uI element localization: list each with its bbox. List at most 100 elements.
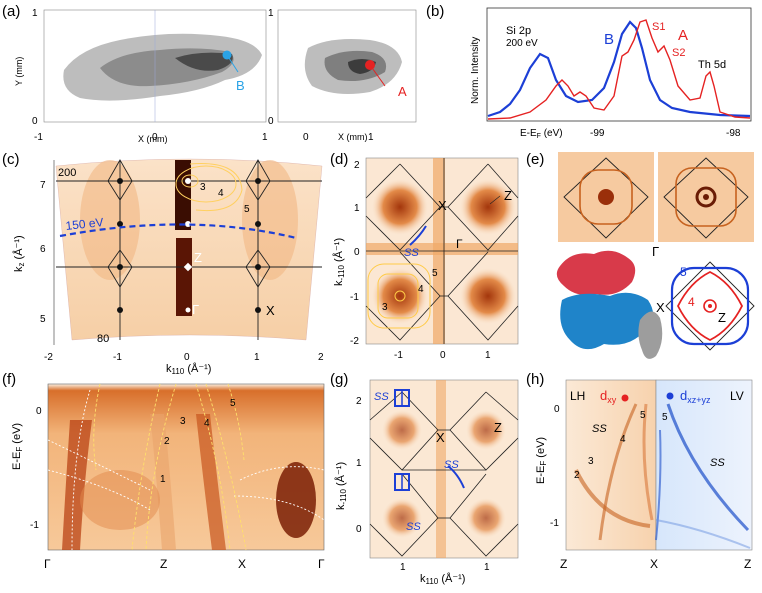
panel-a: (a) B 1 0 -1 0 1 X (mm) Y (mm) (2, 3, 417, 144)
c-pt-gamma: Γ (192, 302, 199, 317)
g-ss-2: SS (444, 459, 459, 471)
panel-label-h: (h) (526, 371, 544, 388)
e-pt-gamma: Γ (652, 244, 659, 259)
a-right-ytick-1: 1 (268, 8, 274, 19)
d-pt-x: X (438, 198, 447, 213)
d-ylabel: k-110 (Å⁻¹) (332, 238, 346, 286)
g-ytick-1: 1 (356, 458, 362, 469)
h-band-5: 5 (640, 410, 646, 421)
b-curve-b-label: B (604, 31, 614, 48)
c-xtick-m2: -2 (44, 352, 53, 363)
panel-g: (g) SS SS SS X Z 2 1 0 1 1 k-110 (Å (330, 371, 519, 586)
panel-label-d: (d) (330, 151, 348, 168)
a-left-ytick-1: 1 (32, 8, 38, 19)
f-dft-bands-yellow (93, 383, 247, 551)
a-left-xlabel: X (mm) (138, 134, 168, 144)
h-lh-map (565, 379, 657, 551)
c-band-4: 4 (218, 188, 224, 199)
panel-a-right-map: A 1 0 0 1 X (mm) (268, 8, 417, 143)
h-ss-left: SS (592, 423, 607, 435)
h-lh: LH (570, 389, 585, 403)
a-left-xtick-0: -1 (34, 132, 43, 143)
f-xtick-x: X (238, 557, 246, 571)
f-xtick-gamma-1: Γ (44, 557, 51, 571)
d-pt-gamma: Γ (456, 237, 463, 251)
panel-d: (d) SS X Z Γ 3 4 5 2 1 (330, 151, 519, 361)
e-pt-x: X (656, 300, 665, 315)
panel-c: (c) (2, 151, 324, 376)
c-ytick-5: 5 (40, 314, 46, 325)
c-150ev-line (59, 223, 297, 240)
c-xtick-m1: -1 (113, 352, 122, 363)
h-ytick-0: 0 (554, 404, 560, 415)
a-left-xtick-1: 0 (152, 132, 158, 143)
h-dxy: dxy (600, 388, 617, 405)
f-xtick-gamma-2: Γ (318, 557, 325, 571)
b-xtick-0: -99 (590, 128, 605, 139)
d-fs-contours (367, 263, 431, 329)
b-xlabel: E-EF (eV) (520, 128, 563, 140)
f-dft-bands-white (47, 389, 325, 551)
a-left-xtick-2: 1 (262, 132, 268, 143)
panel-h: (h) LH LV dxy dxz+yz SS SS 5 4 3 2 5 0 -… (526, 371, 753, 571)
e-band-5: 5 (680, 265, 687, 279)
c-ytick-7: 7 (40, 180, 46, 191)
e-band-4: 4 (688, 295, 695, 309)
d-xtick-0: 0 (440, 350, 446, 361)
panel-label-e: (e) (526, 151, 544, 168)
g-xtick-1a: 1 (400, 562, 406, 573)
d-xtick-m1: -1 (394, 350, 403, 361)
c-energy-top: 200 (58, 167, 76, 179)
b-peak-s2: S2 (672, 47, 685, 59)
d-ytick-m2: -2 (350, 336, 359, 347)
b-curve-a-label: A (678, 27, 688, 44)
g-pt-z: Z (494, 420, 502, 435)
f-band-4: 4 (204, 418, 210, 429)
h-band-3: 3 (588, 456, 594, 467)
h-xtick-x: X (650, 557, 658, 571)
g-bz-lines (369, 391, 519, 557)
h-ytick-m1: -1 (550, 518, 559, 529)
d-band-4: 4 (418, 284, 424, 295)
panel-label-g: (g) (330, 371, 348, 388)
curve-b (487, 20, 751, 118)
a-right-xlabel: X (mm) (338, 132, 368, 142)
h-lv-map (655, 379, 753, 551)
panel-label-c: (c) (2, 151, 20, 168)
c-pt-x: X (266, 303, 275, 318)
h-lv: LV (730, 389, 744, 403)
marker-b-label: B (236, 78, 245, 93)
panel-f: (f) 1 2 3 4 5 0 -1 E-EF (eV) (2, 371, 325, 571)
c-ytick-6: 6 (40, 244, 46, 255)
c-xtick-1: 1 (254, 352, 260, 363)
b-text-si2p: Si 2p (506, 25, 531, 37)
f-band-2: 2 (164, 436, 170, 447)
a-right-ytick-0: 0 (268, 116, 274, 127)
panel-label-a: (a) (2, 3, 20, 20)
g-ss-1: SS (374, 391, 389, 403)
c-xtick-0: 0 (184, 352, 190, 363)
h-band-2: 2 (574, 470, 580, 481)
c-ylabel: kz (Å⁻¹) (12, 235, 26, 272)
d-ytick-2: 2 (354, 160, 360, 171)
panel-label-f: (f) (2, 371, 16, 388)
g-ss-3: SS (406, 521, 421, 533)
e-pt-z: Z (718, 310, 726, 325)
f-band-5: 5 (230, 398, 236, 409)
marker-a-label: A (398, 84, 407, 99)
f-band-3: 3 (180, 416, 186, 427)
b-xtick-1: -98 (726, 128, 741, 139)
h-ylabel: E-EF (eV) (535, 437, 548, 484)
e-3d-fermi-surface (556, 250, 663, 359)
h-xtick-z1: Z (560, 557, 567, 571)
c-band-3: 3 (200, 182, 206, 193)
c-energy-bottom: 80 (97, 333, 109, 345)
c-fs-contours (175, 163, 243, 212)
g-ylabel: k-110 (Å⁻¹) (334, 462, 348, 510)
h-dxz: dxz+yz (680, 388, 711, 405)
b-ylabel: Norm. Intensity (470, 37, 481, 104)
d-bz-lines (365, 158, 519, 344)
curve-a (487, 19, 751, 120)
